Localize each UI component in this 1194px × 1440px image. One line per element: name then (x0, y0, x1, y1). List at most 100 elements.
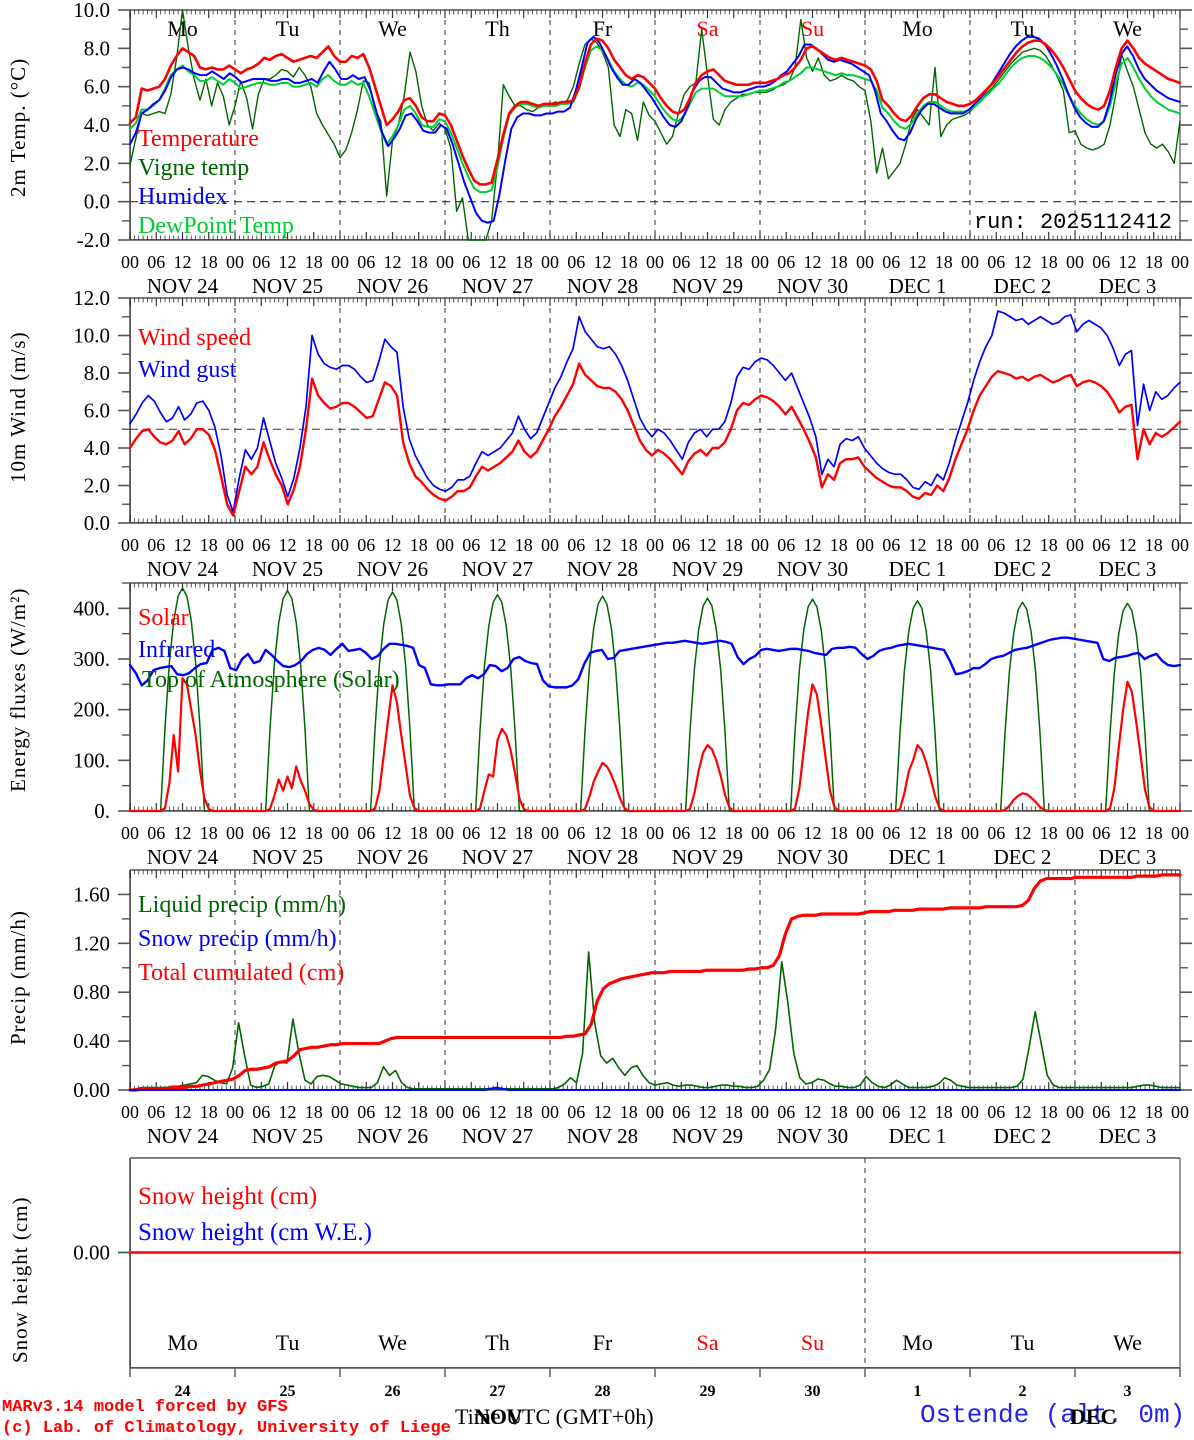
x-axis-labels: 00 06 12 18 00 06 12 18 00 06 12 18 00 06 12 18 00 06 12 18… (121, 252, 1189, 298)
x-hour-tick-label: 18 (1040, 252, 1058, 272)
x-axis-labels: 00 06 12 18 00 06 12 18 00 06 12 18 00 06 12 18 00 06 12 18… (121, 823, 1189, 869)
series-temperature (128, 37, 1182, 186)
weekday-label-bottom: Mo (902, 1330, 933, 1355)
footer-month-dec: DEC (1070, 1404, 1117, 1429)
x-hour-tick-label: 12 (1014, 1102, 1032, 1122)
x-hour-tick-label: 18 (620, 535, 638, 555)
axis-frame (129, 297, 1181, 524)
weekday-label-bottom: We (1113, 1330, 1142, 1355)
series-infrared (128, 636, 1182, 689)
x-hour-tick-label: 18 (1145, 1102, 1163, 1122)
x-hour-tick-label: 00 (646, 535, 664, 555)
y-tick-label: 400. (73, 596, 110, 620)
x-day-label: NOV 24 (147, 1124, 219, 1148)
legend-label: DewPoint Temp (138, 213, 294, 239)
footer-model-credit-line2: (c) Lab. of Climatology, University of L… (2, 1419, 451, 1438)
x-hour-tick-label: 12 (699, 252, 717, 272)
x-hour-tick-label: 06 (462, 1102, 480, 1122)
x-day-label: NOV 29 (672, 274, 743, 298)
panel-snow-svg: 0.00 Snow height (cm) Snow height (cm W.E.… (73, 1157, 1182, 1400)
x-day-label: NOV 24 (147, 274, 219, 298)
x-hour-tick-label: 00 (1171, 535, 1189, 555)
legend: Solar (138, 605, 189, 631)
y-tick-label: 4.0 (84, 436, 110, 460)
x-hour-tick-label: 00 (226, 1102, 244, 1122)
x-hour-tick-label: 00 (1066, 1102, 1084, 1122)
x-hour-tick-label: 00 (1066, 252, 1084, 272)
axis-frame (129, 869, 1181, 1091)
x-hour-tick-label: 12 (1119, 1102, 1137, 1122)
x-hour-tick-label: 18 (305, 1102, 323, 1122)
x-hour-tick-label: 00 (436, 1102, 454, 1122)
x-day-label: DEC 2 (994, 274, 1052, 298)
x-hour-tick-label: 12 (279, 823, 297, 843)
weekday-label-top: We (378, 16, 407, 41)
x-day-label: NOV 28 (567, 845, 638, 869)
legend: Liquid precip (mm/h) Snow precip (mm/h) To… (138, 892, 346, 986)
x-hour-tick-label: 00 (226, 823, 244, 843)
series-solar (128, 677, 1182, 813)
x-hour-tick-label: 06 (987, 535, 1005, 555)
x-hour-tick-label: 00 (226, 535, 244, 555)
x-hour-tick-label: 06 (357, 1102, 375, 1122)
bottom-day-number: 24 (175, 1383, 191, 1400)
x-day-label: NOV 29 (672, 557, 743, 581)
x-hour-tick-label: 12 (384, 823, 402, 843)
x-day-label: NOV 24 (147, 845, 219, 869)
y-axis: 10.0 8.0 6.0 4.0 2.0 0.0 -2.0 (73, 0, 1192, 252)
panel-precip: Precip (mm/h) 1.60 1.20 0.80 0.40 0.00 Liquid… (0, 860, 1194, 1148)
weekday-label-bottom: Tu (276, 1330, 300, 1355)
bottom-day-number: 1 (914, 1383, 922, 1400)
x-day-label: DEC 1 (889, 274, 947, 298)
weekday-label-bottom: We (378, 1330, 407, 1355)
legend: Top of Atmosphere (Solar) (142, 667, 400, 693)
x-hour-tick-label: 06 (1092, 823, 1110, 843)
bottom-day-ticks: 24 25 26 27 28 29 30 1 2 3 (129, 1368, 1181, 1400)
x-hour-tick-label: 00 (436, 535, 454, 555)
x-hour-tick-label: 18 (515, 252, 533, 272)
x-day-label: NOV 30 (777, 557, 848, 581)
x-hour-tick-label: 06 (567, 1102, 585, 1122)
x-hour-tick-label: 12 (1119, 535, 1137, 555)
x-day-label: NOV 26 (357, 557, 428, 581)
weekday-label-top: Th (485, 16, 509, 41)
x-hour-tick-label: 12 (1119, 252, 1137, 272)
x-hour-tick-label: 12 (489, 252, 507, 272)
series-snow-precip (129, 1086, 1181, 1091)
x-hour-tick-label: 18 (935, 823, 953, 843)
x-hour-tick-label: 00 (121, 823, 139, 843)
x-hour-tick-label: 00 (541, 252, 559, 272)
x-hour-tick-label: 12 (489, 1102, 507, 1122)
x-hour-tick-label: 06 (357, 823, 375, 843)
x-hour-tick-label: 00 (436, 823, 454, 843)
bottom-day-number: 25 (280, 1383, 296, 1400)
x-hour-tick-label: 12 (174, 252, 192, 272)
y-axis: 1.60 1.20 0.80 0.40 0.00 (73, 882, 1192, 1102)
legend-label: Vigne temp (138, 155, 249, 181)
x-hour-tick-label: 18 (305, 823, 323, 843)
y-tick-label: 8.0 (84, 36, 110, 60)
x-day-label: NOV 30 (777, 845, 848, 869)
x-hour-tick-label: 18 (725, 535, 743, 555)
x-hour-tick-label: 00 (646, 1102, 664, 1122)
x-hour-tick-label: 06 (567, 252, 585, 272)
panel-energy-fluxes: Energy fluxes (W/m²) 400. 300. 200. 100. 0. S… (0, 575, 1194, 869)
x-hour-tick-label: 00 (331, 1102, 349, 1122)
x-hour-tick-label: 12 (804, 823, 822, 843)
x-hour-tick-label: 06 (1092, 252, 1110, 272)
x-hour-tick-label: 12 (699, 823, 717, 843)
legend-label: Wind speed (138, 325, 251, 351)
x-hour-tick-label: 06 (462, 535, 480, 555)
x-day-label: NOV 30 (777, 274, 848, 298)
x-hour-tick-label: 18 (725, 823, 743, 843)
x-hour-tick-label: 00 (961, 252, 979, 272)
axis-frame (129, 9, 1181, 241)
x-hour-tick-label: 18 (620, 252, 638, 272)
x-hour-tick-label: 00 (961, 1102, 979, 1122)
x-hour-tick-label: 00 (541, 823, 559, 843)
x-hour-tick-label: 12 (279, 1102, 297, 1122)
x-hour-tick-label: 00 (331, 535, 349, 555)
x-hour-tick-label: 12 (699, 535, 717, 555)
x-hour-tick-label: 18 (1040, 1102, 1058, 1122)
x-hour-tick-label: 12 (384, 535, 402, 555)
